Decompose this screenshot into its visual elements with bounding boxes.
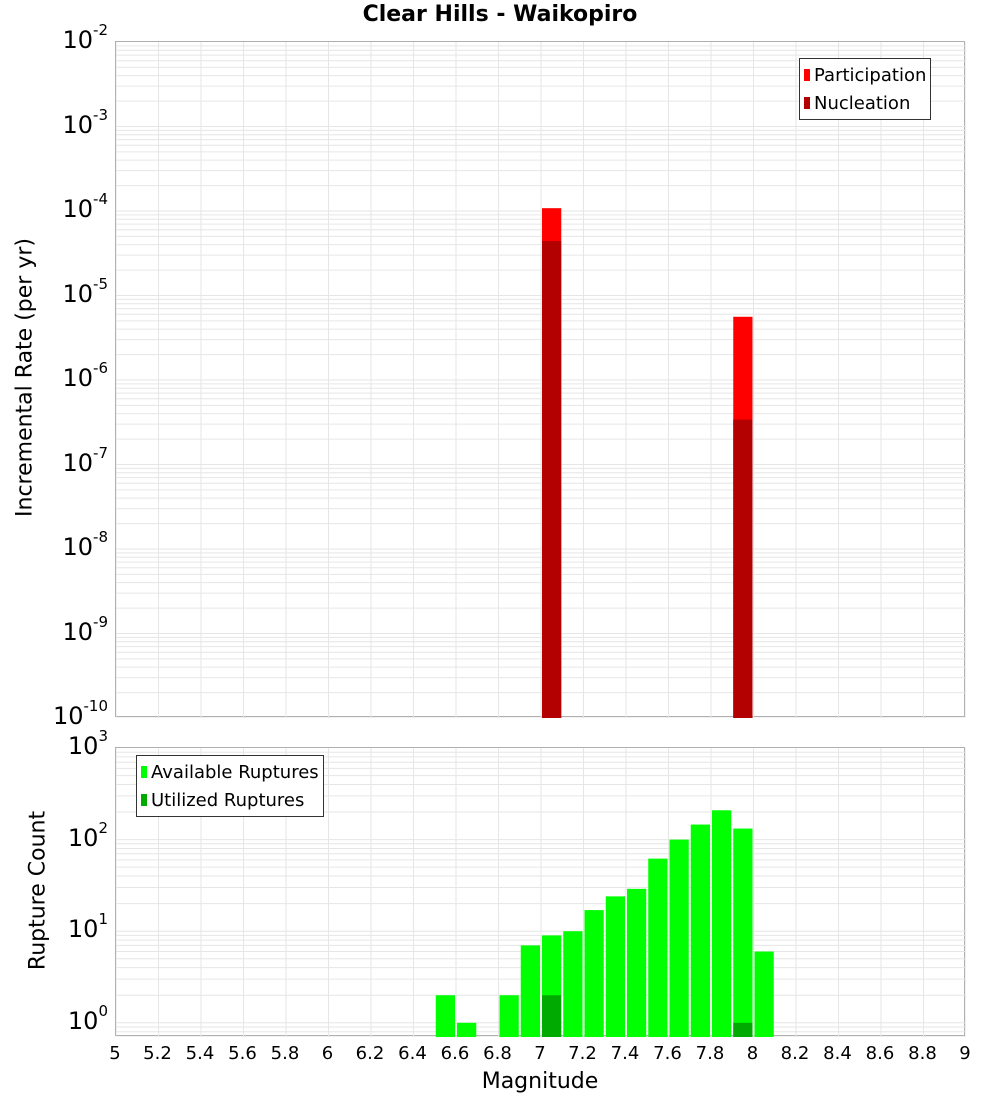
top-legend: Participation Nucleation (799, 58, 932, 120)
bar (690, 824, 710, 1037)
x-tick-label: 7 (534, 1043, 546, 1064)
bar (733, 1022, 753, 1037)
available-swatch-icon (141, 766, 147, 778)
legend-label: Utilized Ruptures (151, 789, 305, 811)
y-tick-label: 10-5 (62, 274, 108, 308)
x-tick-label: 8.4 (823, 1043, 852, 1064)
legend-label: Nucleation (814, 92, 911, 114)
x-tick-label: 9 (959, 1043, 971, 1064)
legend-item-participation: Participation (804, 61, 926, 89)
bar (733, 828, 753, 1037)
y-tick-label: 10-2 (62, 21, 108, 54)
bar (499, 995, 519, 1037)
x-axis-label: Magnitude (481, 1069, 599, 1094)
nucleation-swatch-icon (804, 97, 810, 109)
chart-title: Clear Hills - Waikopiro (362, 2, 638, 27)
bar (712, 810, 732, 1037)
bar (520, 945, 540, 1037)
bottom-y-axis-label: Rupture Count (25, 810, 51, 971)
y-tick-label: 103 (67, 727, 108, 760)
y-tick-label: 10-6 (62, 359, 108, 392)
y-tick-label: 10-10 (52, 697, 108, 730)
rate-bars (116, 42, 966, 718)
y-tick-label: 100 (67, 1001, 108, 1035)
legend-label: Participation (814, 64, 927, 86)
x-tick-label: 6.2 (355, 1043, 385, 1064)
x-tick-label: 8.8 (908, 1043, 937, 1064)
utilized-swatch-icon (141, 794, 147, 806)
x-tick-label: 5.2 (143, 1043, 172, 1064)
x-tick-label: 5.6 (228, 1043, 257, 1064)
x-tick-label: 7.6 (653, 1043, 682, 1064)
y-tick-label: 10-4 (62, 190, 108, 223)
bar (435, 995, 455, 1037)
top-plot-area (115, 41, 966, 718)
bar (584, 910, 604, 1037)
x-tick-label: 6.4 (398, 1043, 427, 1064)
legend-item-nucleation: Nucleation (804, 89, 926, 117)
bar (669, 839, 689, 1037)
participation-swatch-icon (804, 69, 810, 81)
bar (605, 896, 625, 1037)
y-tick-label: 10-3 (62, 105, 108, 139)
y-tick-label: 10-9 (62, 612, 108, 646)
x-tick-label: 7.8 (695, 1043, 725, 1064)
bar (754, 951, 774, 1037)
x-tick-label: 5 (109, 1043, 121, 1064)
x-tick-label: 6.8 (483, 1043, 512, 1064)
x-tick-label: 6.6 (440, 1043, 470, 1064)
x-tick-label: 8 (746, 1043, 759, 1064)
bar (457, 1022, 477, 1037)
y-tick-label: 101 (67, 910, 108, 944)
y-tick-label: 10-7 (62, 443, 108, 477)
bottom-legend: Available Ruptures Utilized Ruptures (136, 755, 324, 817)
bar (733, 419, 753, 718)
top-y-axis-label: Incremental Rate (per yr) (12, 238, 38, 517)
x-tick-label: 5.8 (270, 1043, 300, 1064)
x-tick-label: 8.2 (780, 1043, 810, 1064)
x-tick-label: 6 (321, 1043, 334, 1064)
x-tick-label: 7.4 (610, 1043, 640, 1064)
x-tick-label: 8.6 (865, 1043, 895, 1064)
legend-item-available: Available Ruptures (141, 758, 319, 786)
bar (627, 888, 647, 1037)
bar (542, 995, 562, 1037)
legend-label: Available Ruptures (151, 761, 319, 783)
rupture-count-bars (116, 748, 966, 1037)
y-tick-label: 102 (67, 818, 108, 852)
legend-item-utilized: Utilized Ruptures (141, 786, 319, 814)
x-tick-label: 7.2 (568, 1043, 597, 1064)
bar (563, 931, 583, 1037)
bar (542, 241, 562, 718)
bar (648, 858, 668, 1037)
x-tick-label: 5.4 (185, 1043, 215, 1064)
y-tick-label: 10-8 (62, 528, 108, 561)
